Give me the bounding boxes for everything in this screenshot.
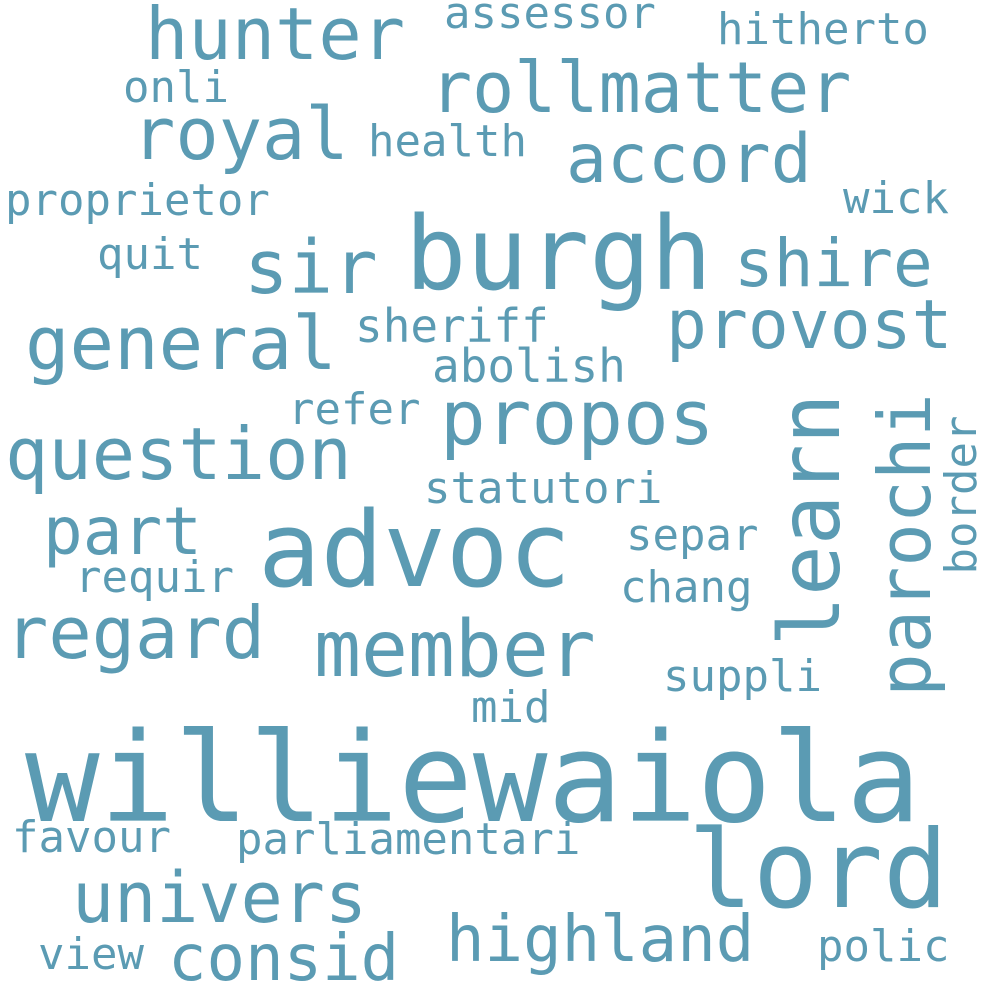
word-wick: wick — [843, 173, 949, 224]
word-general: general — [25, 301, 337, 387]
word-abolish: abolish — [432, 339, 626, 393]
word-sheriff: sheriff — [355, 299, 549, 353]
word-question: question — [5, 412, 352, 496]
word-statutori: statutori — [424, 463, 663, 514]
word-parochi: parochi — [863, 393, 947, 697]
word-health: health — [368, 116, 527, 167]
word-propos: propos — [440, 373, 715, 462]
word-assessor: assessor — [444, 0, 656, 39]
word-mid: mid — [471, 682, 551, 733]
word-burgh: burgh — [405, 195, 713, 314]
word-highland: highland — [446, 903, 755, 977]
word-rollmatter: rollmatter — [430, 47, 852, 129]
word-williewaiola: williewaiola — [25, 707, 921, 851]
word-shire: shire — [734, 225, 933, 302]
word-learn: learn — [761, 393, 859, 647]
word-member: member — [314, 605, 596, 695]
word-chang: chang — [620, 562, 753, 613]
word-border: border — [936, 415, 987, 575]
word-part: part — [43, 493, 202, 570]
word-quit: quit — [97, 229, 203, 280]
word-separ: separ — [626, 510, 759, 561]
word-lord: lord — [688, 808, 949, 933]
word-hunter: hunter — [145, 0, 406, 76]
word-onli: onli — [123, 62, 229, 113]
word-royal: royal — [132, 92, 349, 176]
word-proprietor: proprietor — [5, 175, 270, 226]
word-view: view — [38, 929, 144, 980]
word-regard: regard — [5, 591, 266, 675]
word-parliamentari: parliamentari — [236, 814, 581, 865]
word-univers: univers — [72, 857, 368, 939]
word-advoc: advoc — [258, 489, 572, 611]
word-sir: sir — [244, 225, 378, 311]
word-requir: requir — [75, 552, 234, 603]
word-hitherto: hitherto — [717, 4, 929, 55]
word-provost: provost — [666, 286, 953, 365]
word-polic: polic — [817, 921, 950, 972]
word-suppli: suppli — [663, 651, 822, 702]
word-favour: favour — [12, 812, 171, 863]
word-consid: consid — [168, 922, 400, 996]
word-accord: accord — [566, 120, 812, 199]
word-refer: refer — [288, 384, 421, 435]
